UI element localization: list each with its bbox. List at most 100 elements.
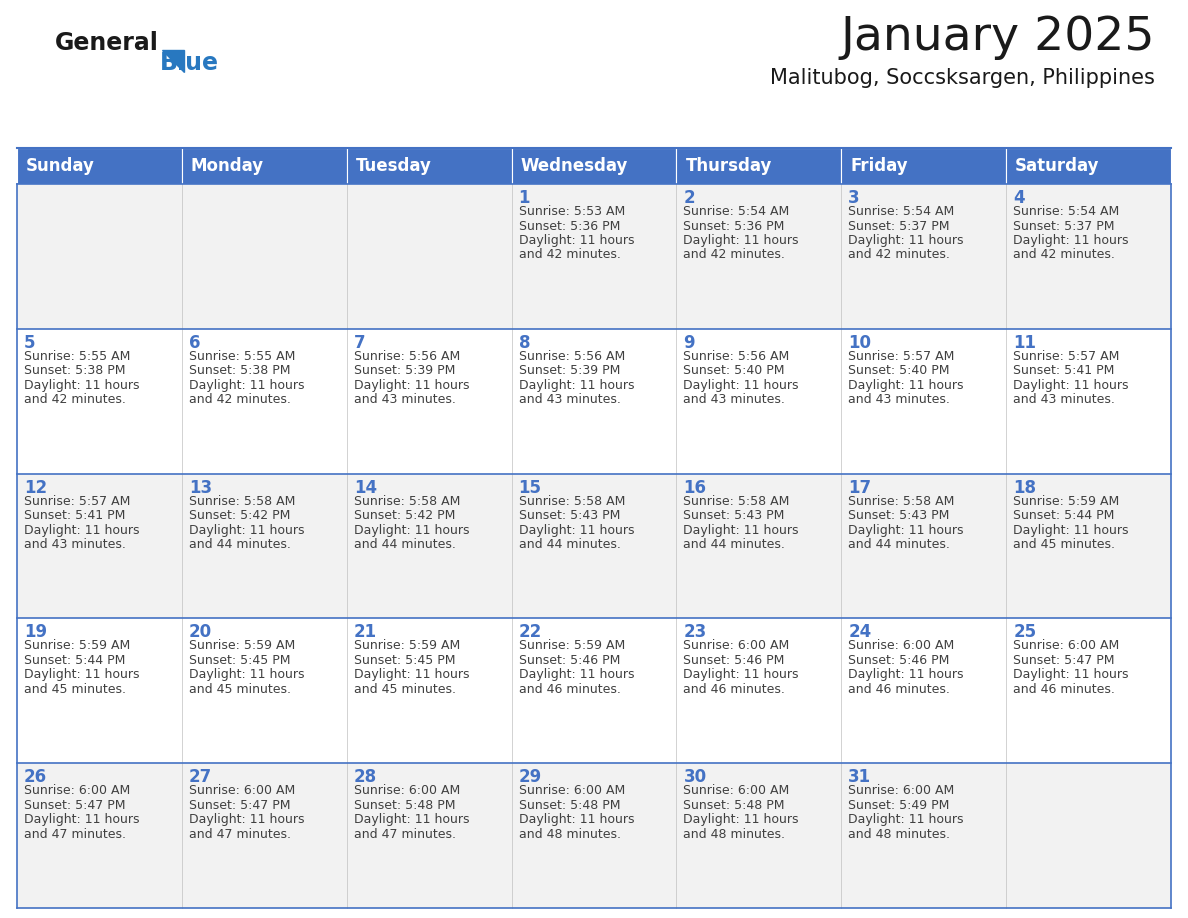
Text: Daylight: 11 hours: Daylight: 11 hours [1013,234,1129,247]
Text: Sunset: 5:42 PM: Sunset: 5:42 PM [189,509,290,522]
Text: 24: 24 [848,623,872,642]
Text: Sunrise: 5:58 AM: Sunrise: 5:58 AM [683,495,790,508]
Text: Sunset: 5:41 PM: Sunset: 5:41 PM [24,509,126,522]
Text: Sunrise: 5:54 AM: Sunrise: 5:54 AM [1013,205,1119,218]
Text: Sunrise: 5:58 AM: Sunrise: 5:58 AM [354,495,460,508]
Bar [512,184,676,329]
Bar [512,474,676,619]
Text: Sunrise: 5:55 AM: Sunrise: 5:55 AM [24,350,131,363]
Text: Sunrise: 6:00 AM: Sunrise: 6:00 AM [519,784,625,797]
Text: Sunset: 5:40 PM: Sunset: 5:40 PM [848,364,949,377]
Bar [676,619,841,763]
Text: 6: 6 [189,334,201,352]
Bar [182,148,347,184]
Bar [347,763,512,908]
Text: Sunset: 5:37 PM: Sunset: 5:37 PM [1013,219,1114,232]
Text: Sunrise: 5:59 AM: Sunrise: 5:59 AM [1013,495,1119,508]
Text: and 43 minutes.: and 43 minutes. [1013,393,1116,407]
Text: Daylight: 11 hours: Daylight: 11 hours [354,523,469,537]
Text: 25: 25 [1013,623,1036,642]
Text: 17: 17 [848,478,872,497]
Text: Sunset: 5:47 PM: Sunset: 5:47 PM [189,799,290,812]
Text: 18: 18 [1013,478,1036,497]
Bar [841,184,1006,329]
Text: 26: 26 [24,768,48,786]
Text: Sunset: 5:47 PM: Sunset: 5:47 PM [24,799,126,812]
Text: Daylight: 11 hours: Daylight: 11 hours [24,379,139,392]
Text: Sunrise: 6:00 AM: Sunrise: 6:00 AM [1013,640,1119,653]
Text: Sunrise: 6:00 AM: Sunrise: 6:00 AM [189,784,295,797]
Text: Friday: Friday [851,157,908,175]
Text: Daylight: 11 hours: Daylight: 11 hours [519,813,634,826]
Text: Daylight: 11 hours: Daylight: 11 hours [848,379,963,392]
Bar [1006,763,1171,908]
Text: 9: 9 [683,334,695,352]
Text: and 42 minutes.: and 42 minutes. [1013,249,1116,262]
Text: Sunrise: 5:57 AM: Sunrise: 5:57 AM [24,495,131,508]
Text: and 43 minutes.: and 43 minutes. [519,393,620,407]
Bar [512,763,676,908]
Bar [182,763,347,908]
Text: Daylight: 11 hours: Daylight: 11 hours [1013,668,1129,681]
Text: Daylight: 11 hours: Daylight: 11 hours [519,668,634,681]
Bar [347,619,512,763]
Text: Sunset: 5:44 PM: Sunset: 5:44 PM [24,654,126,666]
Text: and 48 minutes.: and 48 minutes. [848,828,950,841]
Text: 19: 19 [24,623,48,642]
Text: Sunrise: 5:57 AM: Sunrise: 5:57 AM [1013,350,1119,363]
Text: and 43 minutes.: and 43 minutes. [354,393,455,407]
Text: and 43 minutes.: and 43 minutes. [683,393,785,407]
Text: Daylight: 11 hours: Daylight: 11 hours [189,813,304,826]
Bar [841,329,1006,474]
Text: 20: 20 [189,623,211,642]
Text: 5: 5 [24,334,36,352]
Text: Tuesday: Tuesday [355,157,431,175]
Text: Sunset: 5:36 PM: Sunset: 5:36 PM [519,219,620,232]
Bar [182,184,347,329]
Text: Sunset: 5:38 PM: Sunset: 5:38 PM [24,364,126,377]
Text: 12: 12 [24,478,48,497]
Bar [17,474,182,619]
Bar [676,763,841,908]
Text: Sunset: 5:48 PM: Sunset: 5:48 PM [683,799,785,812]
Text: Sunset: 5:46 PM: Sunset: 5:46 PM [848,654,949,666]
Bar [512,329,676,474]
Text: and 46 minutes.: and 46 minutes. [848,683,950,696]
Text: Sunset: 5:39 PM: Sunset: 5:39 PM [354,364,455,377]
Text: Sunrise: 6:00 AM: Sunrise: 6:00 AM [354,784,460,797]
Text: Sunrise: 5:56 AM: Sunrise: 5:56 AM [354,350,460,363]
Text: 7: 7 [354,334,366,352]
Text: and 47 minutes.: and 47 minutes. [354,828,456,841]
Bar [17,619,182,763]
Text: Sunrise: 5:59 AM: Sunrise: 5:59 AM [354,640,460,653]
Text: Sunrise: 5:59 AM: Sunrise: 5:59 AM [24,640,131,653]
Text: Saturday: Saturday [1015,157,1100,175]
Text: Daylight: 11 hours: Daylight: 11 hours [1013,379,1129,392]
Text: Daylight: 11 hours: Daylight: 11 hours [354,668,469,681]
Text: Daylight: 11 hours: Daylight: 11 hours [848,668,963,681]
Text: Sunset: 5:42 PM: Sunset: 5:42 PM [354,509,455,522]
Text: Sunset: 5:46 PM: Sunset: 5:46 PM [519,654,620,666]
Text: 22: 22 [519,623,542,642]
Text: 27: 27 [189,768,213,786]
Text: and 42 minutes.: and 42 minutes. [519,249,620,262]
Text: Thursday: Thursday [685,157,772,175]
Text: Sunset: 5:41 PM: Sunset: 5:41 PM [1013,364,1114,377]
Text: and 44 minutes.: and 44 minutes. [519,538,620,551]
Text: Daylight: 11 hours: Daylight: 11 hours [683,668,798,681]
Text: Sunday: Sunday [26,157,95,175]
Text: 31: 31 [848,768,872,786]
Text: Sunrise: 5:59 AM: Sunrise: 5:59 AM [189,640,295,653]
Text: 2: 2 [683,189,695,207]
Text: and 46 minutes.: and 46 minutes. [1013,683,1116,696]
Text: Sunset: 5:48 PM: Sunset: 5:48 PM [354,799,455,812]
Bar [841,619,1006,763]
Text: 16: 16 [683,478,707,497]
Text: and 46 minutes.: and 46 minutes. [683,683,785,696]
Text: Sunrise: 5:59 AM: Sunrise: 5:59 AM [519,640,625,653]
Text: Daylight: 11 hours: Daylight: 11 hours [24,668,139,681]
Text: 4: 4 [1013,189,1025,207]
Text: Wednesday: Wednesday [520,157,628,175]
Text: General: General [55,31,159,55]
Bar [1006,148,1171,184]
